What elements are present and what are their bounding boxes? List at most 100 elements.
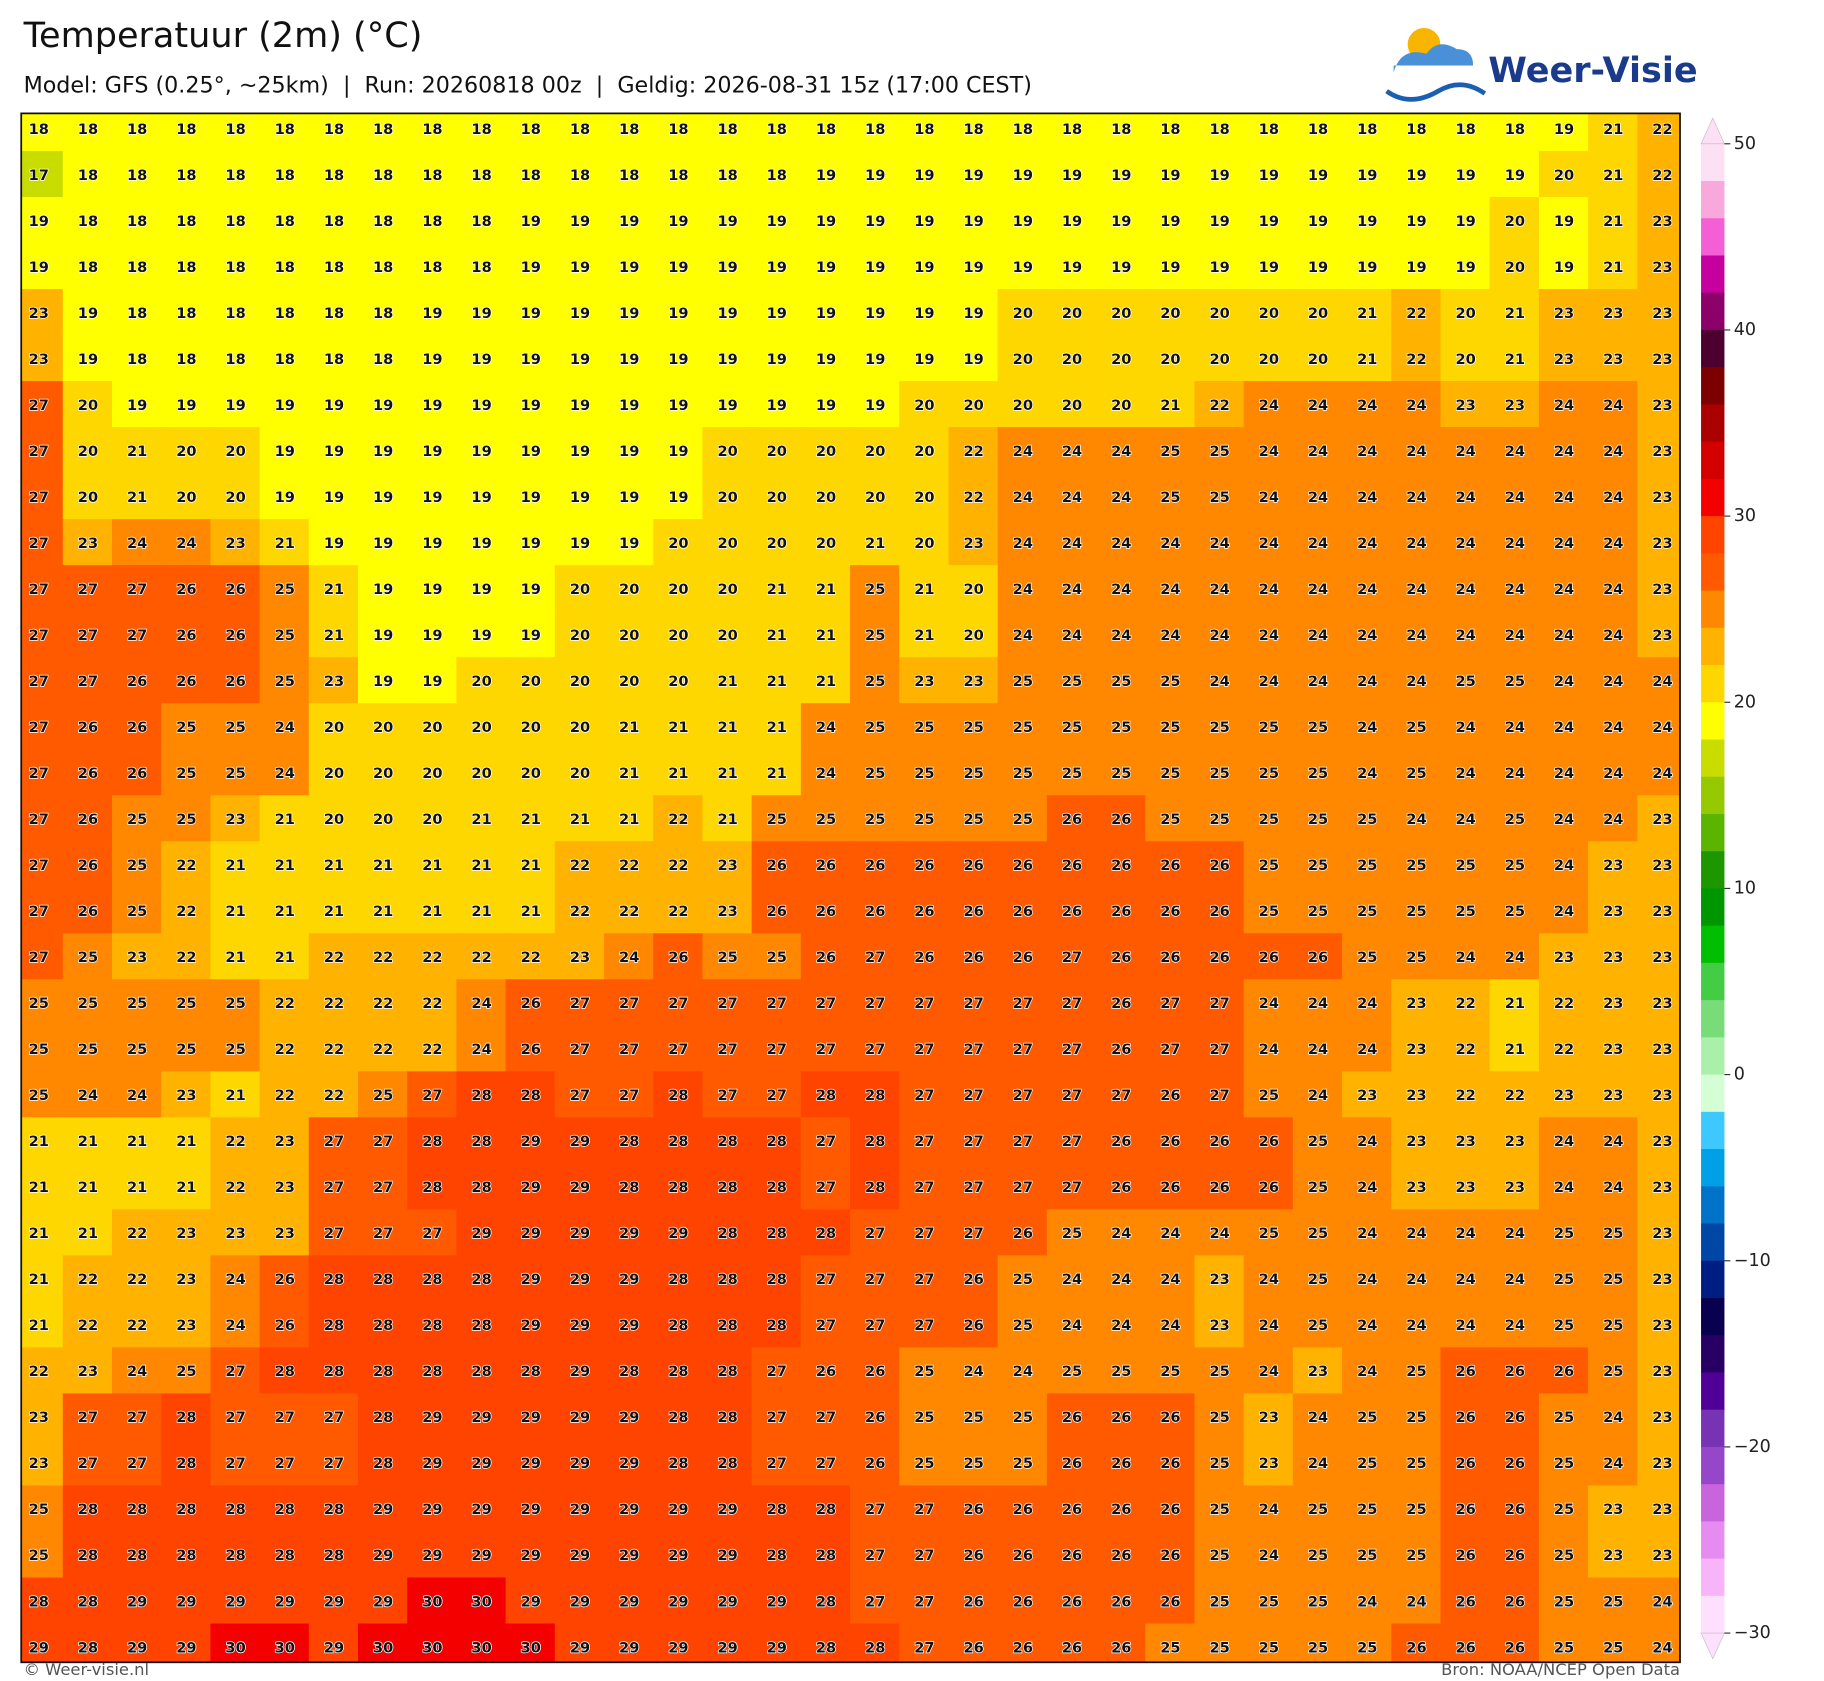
cell-value: 27	[619, 995, 639, 1012]
cell-value: 19	[1062, 259, 1082, 276]
cell	[850, 1439, 901, 1487]
cell	[407, 1071, 458, 1119]
cell	[604, 1301, 655, 1349]
cell	[1194, 1485, 1245, 1533]
cell-value: 18	[471, 259, 491, 276]
cell	[259, 1623, 310, 1663]
cell	[751, 1393, 803, 1441]
cell	[1243, 565, 1295, 613]
cell	[1292, 197, 1344, 245]
cell	[456, 1301, 507, 1349]
cell	[948, 473, 999, 521]
cell	[850, 519, 901, 567]
cell	[1342, 1071, 1393, 1119]
cell-value: 20	[176, 443, 196, 460]
cell	[997, 1577, 1049, 1625]
cell-value: 26	[1160, 1179, 1180, 1196]
colorbar-band	[1701, 1037, 1725, 1076]
cell-value: 24	[1062, 443, 1082, 460]
copyright: © Weer-visie.nl	[24, 1660, 150, 1679]
cell	[1046, 933, 1098, 981]
cell	[1637, 381, 1681, 429]
cell	[308, 1623, 360, 1663]
cell	[1391, 289, 1442, 337]
cell-value: 23	[1652, 259, 1672, 276]
cell-value: 24	[1308, 995, 1328, 1012]
cell	[554, 1255, 606, 1303]
cell-value: 24	[1111, 627, 1131, 644]
cell-value: 20	[373, 811, 393, 828]
colorbar-band	[1701, 1484, 1725, 1522]
colorbar-band	[1701, 143, 1725, 182]
cell-value: 25	[1209, 1639, 1229, 1656]
cell	[604, 381, 655, 429]
cell	[1538, 703, 1590, 751]
cell	[554, 887, 606, 935]
cell-value: 23	[176, 1225, 196, 1242]
cell-value: 25	[1209, 811, 1229, 828]
cell-value: 29	[570, 1639, 590, 1656]
cell	[1342, 519, 1393, 567]
cell-value: 28	[422, 1317, 442, 1334]
cell-value: 18	[373, 305, 393, 322]
cell	[1588, 1439, 1639, 1487]
cell	[505, 1577, 556, 1625]
colorbar-band	[1701, 925, 1725, 964]
cell	[407, 1301, 458, 1349]
cell-value: 24	[1554, 627, 1574, 644]
cell	[1046, 473, 1098, 521]
cell-value: 27	[1013, 995, 1033, 1012]
cell	[899, 657, 950, 705]
cell	[1342, 1531, 1393, 1579]
cell-value: 27	[29, 765, 49, 782]
cell-value: 25	[717, 949, 737, 966]
cell-value: 24	[1308, 535, 1328, 552]
cell-value: 25	[1259, 719, 1279, 736]
cell-value: 26	[963, 1547, 983, 1564]
cell	[505, 749, 556, 797]
cell	[1243, 749, 1295, 797]
cell	[210, 887, 261, 935]
cell-value: 22	[1456, 1087, 1476, 1104]
cell	[308, 1531, 360, 1579]
cell	[1194, 1531, 1245, 1579]
cell-value: 27	[717, 1087, 737, 1104]
cell-value: 25	[1209, 1363, 1229, 1380]
cell	[1440, 1485, 1491, 1533]
cell-value: 28	[471, 1363, 491, 1380]
cell	[1391, 749, 1442, 797]
cell-value: 18	[324, 167, 344, 184]
cell	[1342, 565, 1393, 613]
cell	[1096, 611, 1147, 659]
cell-value: 21	[422, 903, 442, 920]
cell	[1538, 1025, 1590, 1073]
cell-value: 26	[963, 1271, 983, 1288]
cell-value: 24	[1554, 857, 1574, 874]
cell	[21, 979, 64, 1027]
cell-value: 29	[373, 1593, 393, 1610]
cell	[1538, 887, 1590, 935]
cell-value: 18	[717, 167, 737, 184]
cell-value: 25	[1209, 443, 1229, 460]
cell	[1243, 381, 1295, 429]
cell-value: 21	[29, 1179, 49, 1196]
cell	[1538, 289, 1590, 337]
cell	[456, 1163, 507, 1211]
cell	[407, 1117, 458, 1165]
cell-value: 26	[78, 903, 98, 920]
cell-value: 20	[78, 489, 98, 506]
cell	[948, 795, 999, 843]
colorbar-tick-label: 10	[1734, 878, 1756, 898]
cell	[604, 473, 655, 521]
cell-value: 23	[1652, 213, 1672, 230]
cell	[407, 243, 458, 291]
cell	[1292, 1255, 1344, 1303]
cell-value: 25	[1209, 1547, 1229, 1564]
cell-value: 23	[1456, 397, 1476, 414]
cell	[407, 197, 458, 245]
cell-value: 25	[1357, 1547, 1377, 1564]
cell	[111, 565, 163, 613]
cell-value: 20	[1062, 351, 1082, 368]
cell-value: 18	[1111, 121, 1131, 138]
